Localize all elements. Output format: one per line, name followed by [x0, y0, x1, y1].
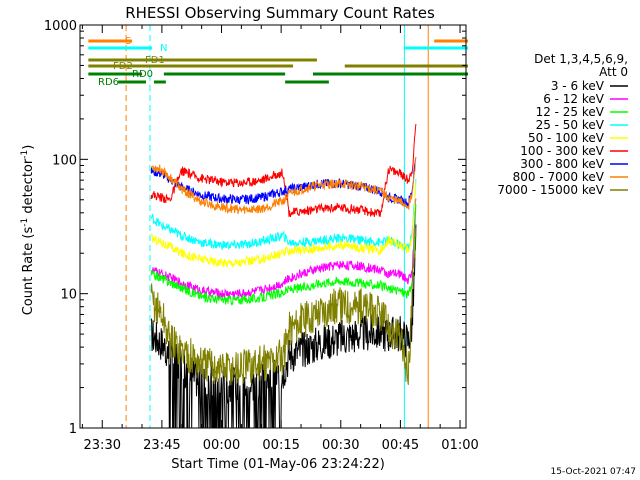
series-line-2 [150, 204, 417, 306]
y-tick-label: 1 [69, 422, 77, 437]
legend-header: Det 1,3,4,5,6,9, [534, 52, 628, 66]
x-tick-label: 00:00 [203, 438, 240, 453]
y-axis-label: Count Rate (s-1 detector-1) [20, 145, 36, 316]
legend-label: 100 - 300 keV [520, 144, 604, 158]
plot-frame [79, 24, 467, 429]
legend-label: 12 - 25 keV [536, 105, 605, 119]
legend-header: Att 0 [599, 65, 628, 79]
y-tick-label: 1000 [44, 19, 77, 34]
flag-label-RD6: RD6 [98, 77, 119, 88]
flag-label-N: N [160, 43, 167, 54]
x-tick-label: 00:30 [322, 438, 359, 453]
flag-label-FD2: FD2 [113, 61, 133, 72]
legend-label: 300 - 800 keV [520, 157, 604, 171]
y-axis: 1 10 100 1000 [44, 19, 466, 437]
flag-label-S: S [125, 36, 131, 47]
timestamp: 15-Oct-2021 07:47 [551, 467, 636, 477]
series-line-1 [150, 198, 417, 299]
legend-label: 3 - 6 keV [551, 79, 605, 93]
x-tick-label: 01:00 [441, 438, 478, 453]
y-tick-label: 10 [60, 288, 77, 303]
x-axis: 23:30 23:45 00:00 00:15 00:30 00:45 01:00 [81, 25, 479, 453]
series-line-5 [150, 123, 417, 217]
x-tick-label: 00:15 [262, 438, 299, 453]
legend-label: 7000 - 15000 keV [497, 183, 604, 197]
chart-title: RHESSI Observing Summary Count Rates [125, 4, 435, 22]
legend-label: 50 - 100 keV [528, 131, 605, 145]
legend-label: 800 - 7000 keV [513, 170, 605, 184]
legend-label: 6 - 12 keV [543, 92, 605, 106]
flag-label-FD1: FD1 [145, 55, 165, 66]
y-tick-label: 100 [52, 153, 77, 168]
x-axis-label: Start Time (01-May-06 23:24:22) [171, 457, 385, 472]
x-tick-label: 00:45 [382, 438, 419, 453]
series-line-4 [150, 181, 417, 268]
x-tick-label: 23:30 [84, 438, 121, 453]
flag-label-RD0: RD0 [132, 69, 153, 80]
series-lines [150, 123, 417, 429]
legend-label: 25 - 50 keV [536, 118, 605, 132]
series-line-7 [151, 157, 417, 215]
x-tick-label: 23:45 [143, 438, 180, 453]
series-line-8 [150, 228, 417, 386]
series-line-3 [150, 179, 417, 250]
